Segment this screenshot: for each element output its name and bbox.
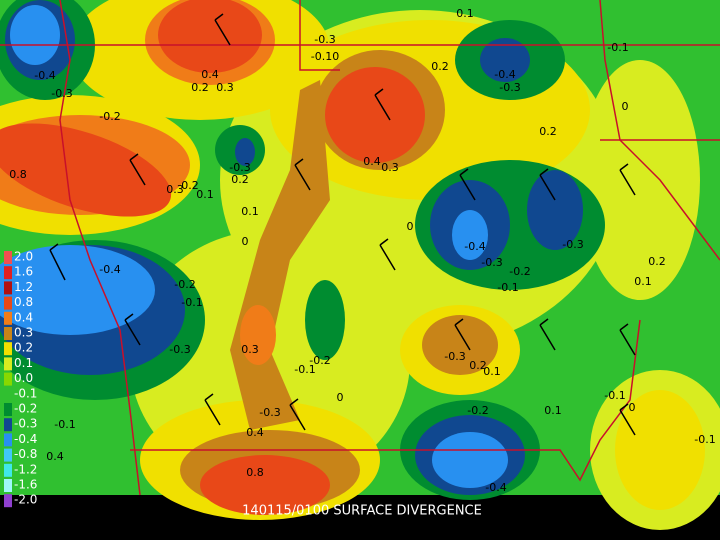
- legend-swatch: [4, 311, 12, 325]
- contour-labels: -0.4-0.3-0.20.8-0.4-0.2-0.1-0.30.40.2 0.3…: [9, 7, 715, 494]
- legend-label: -0.1: [14, 386, 37, 400]
- legend-label: -1.2: [14, 462, 37, 476]
- contour-label: 0.3: [216, 81, 234, 94]
- legend-swatch: [4, 372, 12, 386]
- legend-label: -0.3: [14, 417, 37, 431]
- contour-label: -0.10: [311, 50, 339, 63]
- legend-swatch: [4, 448, 12, 462]
- contour-label: -0.2: [99, 110, 120, 123]
- contour-label: -0.1: [294, 363, 315, 376]
- legend-swatch: [4, 479, 12, 492]
- contour-label: 0.3: [241, 343, 259, 356]
- legend-swatch: [4, 418, 12, 432]
- legend-label: 2.0: [14, 250, 33, 264]
- legend-swatch: [4, 251, 12, 264]
- contour-label: -0.1: [607, 41, 628, 54]
- contour-label: -0.3: [169, 343, 190, 356]
- contour-label: 0.8: [246, 466, 264, 479]
- contour-label: -0.4: [494, 68, 515, 81]
- legend-label: 0.1: [14, 356, 33, 370]
- legend-swatch: [4, 296, 12, 310]
- contour-label: 0.4: [201, 68, 219, 81]
- contour-label: 0.2: [539, 125, 557, 138]
- contour-label: 0.1: [196, 188, 214, 201]
- caption: 140115/0100 SURFACE DIVERGENCE: [242, 504, 482, 519]
- contour-label: -0.4: [34, 69, 55, 82]
- contour-label: 0.4: [46, 450, 64, 463]
- contour-label: 0.8: [9, 168, 27, 181]
- contour-label: -0.3: [481, 256, 502, 269]
- contour-label: 0.2: [231, 173, 249, 186]
- state-boundaries: [0, 0, 720, 496]
- contour-label: 0.1: [634, 275, 652, 288]
- legend-label: -0.2: [14, 402, 37, 416]
- contour-label: 0: [407, 220, 414, 233]
- legend-swatch: [4, 463, 12, 477]
- legend-swatch: [4, 281, 12, 295]
- legend-label: 0.0: [14, 371, 33, 385]
- legend-swatch: [4, 327, 12, 340]
- contour-label: 0: [337, 391, 344, 404]
- legend-label: -0.4: [14, 432, 37, 446]
- contour-label: 0.1: [483, 365, 501, 378]
- legend-swatch: [4, 494, 12, 508]
- contour-label: 0.2: [431, 60, 449, 73]
- legend-label: 1.2: [14, 280, 33, 294]
- contour-label: -0.4: [99, 263, 120, 276]
- contour-label: 0.3: [381, 161, 399, 174]
- contour-label: -0.3: [51, 87, 72, 100]
- contour-label: -0.3: [259, 406, 280, 419]
- contour-label: -0.2: [309, 354, 330, 367]
- contour-label: -0.2: [174, 278, 195, 291]
- contour-label: -0.3: [444, 350, 465, 363]
- legend-swatch: [4, 357, 12, 371]
- contour-label: -0.3: [562, 238, 583, 251]
- legend-label: 0.3: [14, 326, 33, 340]
- legend-swatch: [4, 342, 12, 356]
- contour-label: 0.4: [363, 155, 381, 168]
- legend-label: 0.4: [14, 310, 33, 324]
- contour-label: -0.1: [181, 296, 202, 309]
- legend-swatch: [4, 387, 12, 401]
- contour-label: -0.4: [464, 240, 485, 253]
- legend-swatch: [4, 266, 12, 280]
- contour-label: -0.3: [229, 161, 250, 174]
- contour-label: -0.4: [485, 481, 506, 494]
- contour-label: -0.3: [314, 33, 335, 46]
- contour-label: 0.2: [181, 179, 199, 192]
- contour-label: 0.2: [648, 255, 666, 268]
- contour-label: -0.1: [54, 418, 75, 431]
- contour-label: -0.1: [604, 389, 625, 402]
- legend-label: -0.8: [14, 447, 37, 461]
- contour-label: 0: [622, 100, 629, 113]
- contour-label: 0.1: [456, 7, 474, 20]
- contour-label: 0.2: [191, 81, 209, 94]
- legend: 2.01.61.20.80.40.30.20.10.0-0.1-0.2-0.3-…: [4, 250, 37, 508]
- legend-label: -2.0: [14, 493, 37, 507]
- contour-label: 0: [242, 235, 249, 248]
- legend-label: -1.6: [14, 478, 37, 492]
- contour-label: -0.1: [694, 433, 715, 446]
- contour-label: 0.1: [241, 205, 259, 218]
- contour-label: 0.2: [469, 359, 487, 372]
- legend-swatch: [4, 433, 12, 447]
- legend-swatch: [4, 403, 12, 416]
- contour-label: 0: [629, 401, 636, 414]
- contour-label: -0.3: [499, 81, 520, 94]
- contour-label: -0.2: [509, 265, 530, 278]
- wind-barbs: [49, 13, 636, 436]
- contour-label: 0.1: [544, 404, 562, 417]
- contour-label: -0.2: [467, 404, 488, 417]
- contour-label: -0.1: [497, 281, 518, 294]
- legend-label: 1.6: [14, 265, 33, 279]
- legend-label: 0.8: [14, 295, 33, 309]
- contour-label: 0.3: [166, 183, 184, 196]
- legend-label: 0.2: [14, 341, 33, 355]
- contour-label: 0.4: [246, 426, 264, 439]
